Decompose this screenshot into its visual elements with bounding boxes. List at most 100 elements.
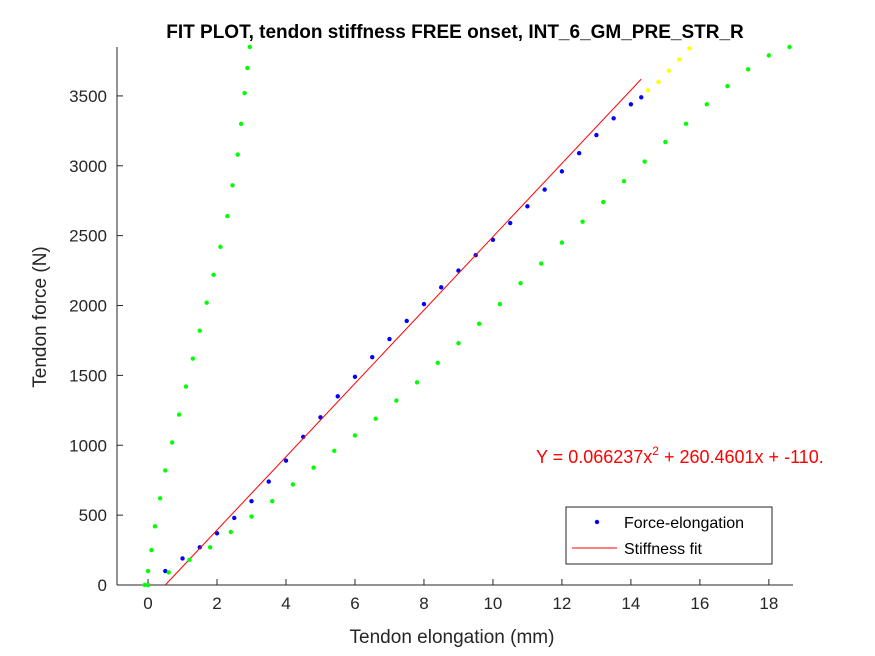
series-3-point <box>332 448 337 454</box>
series-2-point <box>145 568 151 574</box>
fit-equation-main: Y = 0.066237x <box>536 447 652 467</box>
series-3-point <box>580 219 585 224</box>
series-2-point <box>183 384 189 389</box>
fit-equation-sup: 2 <box>652 444 659 458</box>
force-elongation-point <box>594 132 599 138</box>
series-3-point <box>704 102 709 107</box>
force-elongation-point <box>611 116 616 121</box>
series-3-point <box>207 545 213 550</box>
series-2-point <box>169 440 175 445</box>
x-tick-label: 4 <box>281 594 290 613</box>
force-elongation-point <box>490 237 496 243</box>
series-3-point <box>270 498 275 504</box>
series-2-point <box>176 412 182 417</box>
series-3-point <box>456 341 461 346</box>
series-4-point <box>687 46 692 51</box>
legend: Force-elongation Stiffness fit <box>565 506 773 565</box>
y-tick-label: 0 <box>98 576 107 595</box>
legend-label-force-elongation: Force-elongation <box>624 515 744 532</box>
y-tick-label: 1500 <box>69 366 107 385</box>
plot-area: 0 2 4 6 8 10 12 14 16 18 0 500 1000 1500 2000 2500 3000… <box>69 44 793 613</box>
y-ticks: 0 500 1000 1500 2000 2500 3000 3500 <box>69 87 123 595</box>
fit-equation-rest: + 260.4601x + -110. <box>659 447 824 467</box>
plot-background <box>117 47 793 585</box>
series-2-point <box>247 44 252 50</box>
series-3-point <box>745 67 751 72</box>
series-2-point <box>190 356 196 361</box>
series-2-point <box>152 524 158 529</box>
force-elongation-point <box>197 545 202 550</box>
force-elongation-point <box>370 355 375 360</box>
y-axis-label: Tendon force (N) <box>30 246 51 388</box>
x-ticks: 0 2 4 6 8 10 12 14 16 18 <box>143 579 778 613</box>
force-elongation-point <box>249 498 254 504</box>
force-elongation-point <box>439 285 444 290</box>
y-tick-label: 3000 <box>69 157 107 176</box>
series-4-point <box>676 57 682 62</box>
y-tick-label: 3500 <box>69 87 107 106</box>
series-3-point <box>497 301 503 307</box>
x-tick-label: 16 <box>690 594 709 613</box>
force-elongation-point <box>404 318 409 324</box>
series-2-point <box>142 582 147 588</box>
force-elongation-point <box>266 479 271 484</box>
series-2-point <box>235 152 240 157</box>
series-3-point <box>435 360 440 366</box>
series-2-point <box>245 65 250 71</box>
series-2-point <box>204 300 209 305</box>
series-3-point <box>663 139 668 145</box>
force-elongation-point <box>576 151 582 156</box>
series-3-point <box>166 570 171 575</box>
x-tick-label: 14 <box>621 594 640 613</box>
series-2-point <box>197 328 202 333</box>
x-axis-label: Tendon elongation (mm) <box>350 627 555 648</box>
series-3-point <box>683 121 689 127</box>
series-2-point <box>149 547 154 553</box>
series-layer <box>142 44 792 588</box>
stiffness-fit-line <box>164 78 642 586</box>
series-3-point <box>228 529 234 535</box>
series-2-point <box>157 496 163 501</box>
force-elongation-point <box>542 187 547 192</box>
legend-box <box>565 506 773 565</box>
x-tick-label: 0 <box>143 594 152 613</box>
force-elongation-point <box>214 531 220 536</box>
series-2-point <box>163 468 168 473</box>
series-2-point <box>225 213 230 219</box>
series-4-point <box>656 79 661 85</box>
series-3-point <box>518 280 523 286</box>
series-3-point <box>187 557 192 563</box>
force-elongation-point <box>352 374 358 379</box>
force-elongation-point <box>232 515 237 521</box>
series-3-point <box>145 582 151 588</box>
series-3-point <box>725 83 730 89</box>
force-elongation-point <box>421 301 427 307</box>
y-tick-label: 500 <box>79 506 107 525</box>
series-2-point <box>211 272 216 277</box>
series-3-point <box>476 321 482 326</box>
fit-equation: Y = 0.066237x2 + 260.4601x + -110. <box>536 444 824 467</box>
y-tick-label: 2000 <box>69 297 107 316</box>
legend-marker-force-elongation <box>594 519 600 525</box>
series-3-point <box>787 44 792 50</box>
force-elongation-point <box>559 169 565 174</box>
series-2-point <box>230 183 235 188</box>
series-2-point <box>242 90 247 96</box>
series-4-point <box>666 68 672 73</box>
series-3-point <box>394 398 399 403</box>
force-elongation-point <box>507 220 513 226</box>
series-3-point <box>559 240 565 245</box>
series-3-point <box>249 514 254 519</box>
series-3-point <box>766 53 772 58</box>
y-tick-label: 1000 <box>69 436 107 455</box>
x-tick-label: 10 <box>483 594 502 613</box>
force-elongation-point <box>525 204 530 209</box>
force-elongation-point <box>639 95 644 100</box>
force-elongation-point <box>628 102 634 107</box>
chart-title: FIT PLOT, tendon stiffness FREE onset, I… <box>166 22 744 43</box>
series-2-point <box>218 244 223 250</box>
series-3-point <box>642 159 647 164</box>
series-2-point <box>238 121 244 127</box>
series-3-point <box>311 465 316 470</box>
